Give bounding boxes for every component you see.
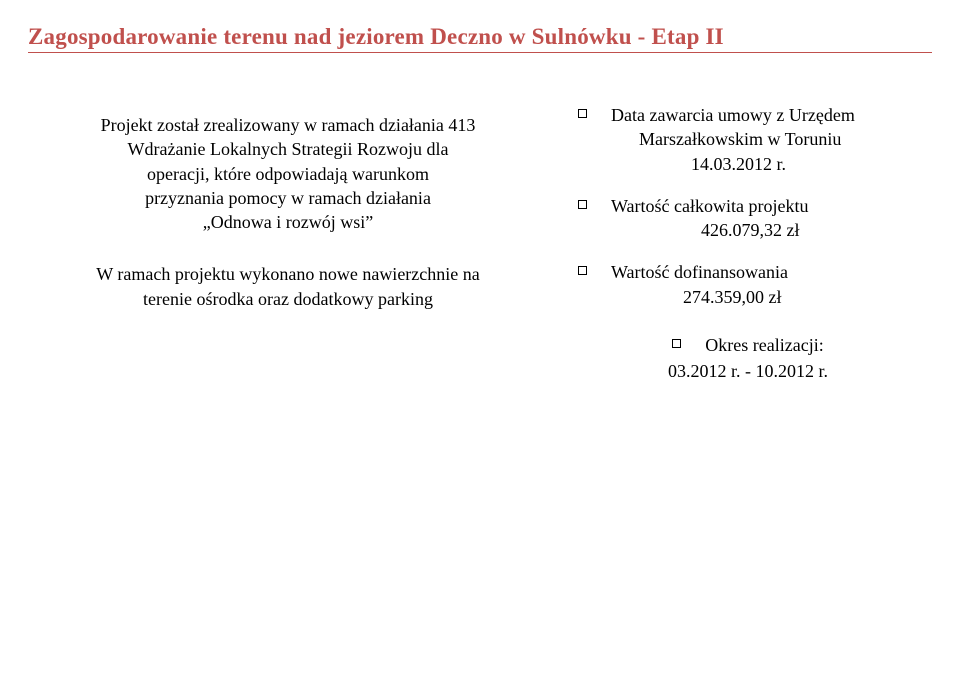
b3-l2: 274.359,00 zł xyxy=(611,285,918,309)
b1-l1: Data zawarcia umowy z Urzędem xyxy=(611,103,918,127)
p1-line4: przyznania pomocy w ramach działania xyxy=(28,186,548,210)
bullet-date-body: Data zawarcia umowy z Urzędem Marszałkow… xyxy=(611,103,918,176)
page-title: Zagospodarowanie terenu nad jeziorem Dec… xyxy=(28,24,932,50)
bullet-period-row: Okres realizacji: xyxy=(578,333,918,357)
b4-l2: 03.2012 r. - 10.2012 r. xyxy=(578,359,918,383)
bullet-period: Okres realizacji: 03.2012 r. - 10.2012 r… xyxy=(578,333,918,384)
p1-line1: Projekt został zrealizowany w ramach dzi… xyxy=(28,113,548,137)
bullet-date: Data zawarcia umowy z Urzędem Marszałkow… xyxy=(578,103,918,176)
p1-line3: operacji, które odpowiadają warunkom xyxy=(28,162,548,186)
bullet-cofinancing: Wartość dofinansowania 274.359,00 zł xyxy=(578,260,918,309)
bullet-total-body: Wartość całkowita projektu 426.079,32 zł xyxy=(611,194,918,243)
content-columns: Projekt został zrealizowany w ramach dzi… xyxy=(28,113,932,384)
square-bullet-icon xyxy=(578,109,587,118)
left-paragraph-2: W ramach projektu wykonano nowe nawierzc… xyxy=(28,262,548,311)
left-paragraph-1: Projekt został zrealizowany w ramach dzi… xyxy=(28,113,548,234)
right-column: Data zawarcia umowy z Urzędem Marszałkow… xyxy=(578,103,918,384)
p1-line5: „Odnowa i rozwój wsi” xyxy=(28,210,548,234)
b3-l1: Wartość dofinansowania xyxy=(611,260,918,284)
slide-page: Zagospodarowanie terenu nad jeziorem Dec… xyxy=(0,0,960,687)
bullet-cofin-body: Wartość dofinansowania 274.359,00 zł xyxy=(611,260,918,309)
bullet-total-value: Wartość całkowita projektu 426.079,32 zł xyxy=(578,194,918,243)
square-bullet-icon xyxy=(578,200,587,209)
b1-l3: 14.03.2012 r. xyxy=(611,152,918,176)
b4-l1: Okres realizacji: xyxy=(705,333,823,357)
p1-line2: Wdrażanie Lokalnych Strategii Rozwoju dl… xyxy=(28,137,548,161)
square-bullet-icon xyxy=(672,339,681,348)
b1-l2: Marszałkowskim w Toruniu xyxy=(611,127,918,151)
left-column: Projekt został zrealizowany w ramach dzi… xyxy=(28,113,548,311)
b2-l2: 426.079,32 zł xyxy=(611,218,918,242)
p2-line1: W ramach projektu wykonano nowe nawierzc… xyxy=(28,262,548,286)
b2-l1: Wartość całkowita projektu xyxy=(611,194,918,218)
title-underline xyxy=(28,52,932,53)
square-bullet-icon xyxy=(578,266,587,275)
p2-line2: terenie ośrodka oraz dodatkowy parking xyxy=(28,287,548,311)
